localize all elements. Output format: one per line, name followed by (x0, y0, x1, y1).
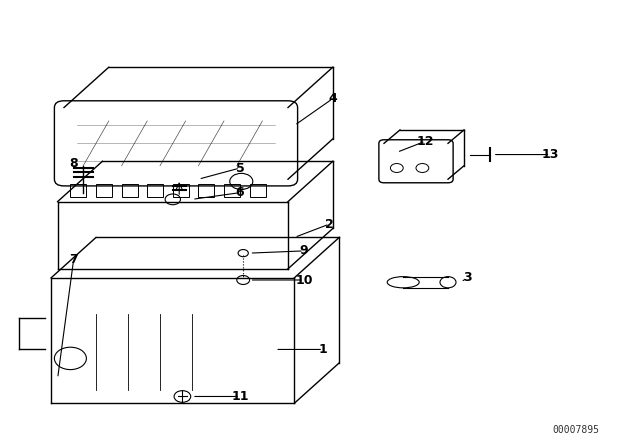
Text: 6: 6 (236, 186, 244, 199)
Text: 3: 3 (463, 271, 472, 284)
Bar (250, 184, 266, 197)
Bar (70, 184, 86, 197)
Text: 12: 12 (417, 134, 435, 148)
Text: 7: 7 (69, 253, 78, 267)
Bar (147, 184, 163, 197)
Bar (198, 184, 214, 197)
Text: 00007895: 00007895 (552, 425, 600, 435)
Text: 11: 11 (231, 390, 249, 403)
Text: 9: 9 (300, 244, 308, 258)
Bar (122, 184, 138, 197)
Text: 13: 13 (541, 148, 559, 161)
Bar (96, 184, 112, 197)
Text: 4: 4 (328, 92, 337, 105)
Text: 2: 2 (325, 217, 334, 231)
Bar (224, 184, 240, 197)
Bar (173, 184, 189, 197)
Text: 1: 1 (319, 343, 328, 356)
Text: 8: 8 (69, 157, 78, 170)
Text: 10: 10 (295, 273, 313, 287)
Text: 5: 5 (236, 161, 244, 175)
